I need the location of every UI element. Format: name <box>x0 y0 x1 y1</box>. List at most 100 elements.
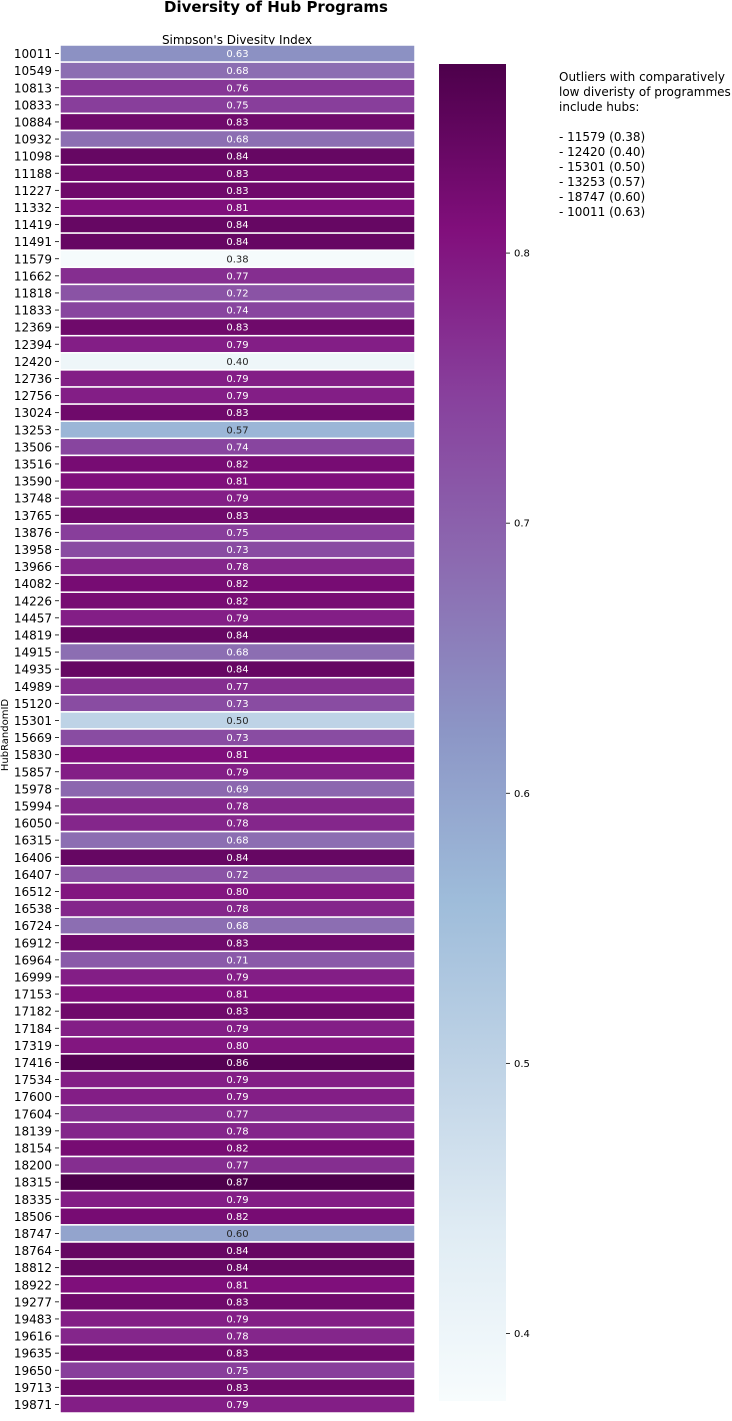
y-tick-label: 16724 <box>14 919 52 933</box>
y-tick-label: 13958 <box>14 543 52 557</box>
y-tick-label: 15830 <box>14 748 52 762</box>
y-tick-label: 15669 <box>14 731 52 745</box>
cell-value-label: 0.84 <box>226 665 248 676</box>
cell-value-label: 0.79 <box>226 494 248 505</box>
y-tick-label: 14226 <box>14 594 52 608</box>
cell-value-label: 0.81 <box>226 477 248 488</box>
cell-value-label: 0.69 <box>226 784 248 795</box>
y-tick-label: 18922 <box>14 1278 52 1292</box>
y-tick-label: 11188 <box>14 167 52 181</box>
y-tick-label: 19277 <box>14 1295 52 1309</box>
colorbar-tick-label: 0.5 <box>514 1059 530 1070</box>
cell-value-label: 0.72 <box>226 288 248 299</box>
cell-value-label: 0.75 <box>226 100 248 111</box>
cell-value-label: 0.79 <box>226 613 248 624</box>
cell-value-label: 0.83 <box>226 1349 248 1360</box>
cell-value-label: 0.87 <box>226 1178 248 1189</box>
cell-value-label: 0.71 <box>226 955 248 966</box>
y-tick-label: 14915 <box>14 646 52 660</box>
cell-value-label: 0.83 <box>226 1383 248 1394</box>
y-tick-label: 12420 <box>14 355 52 369</box>
y-tick-label: 19635 <box>14 1347 52 1361</box>
y-tick-label: 10813 <box>14 81 52 95</box>
cell-value-label: 0.75 <box>226 1366 248 1377</box>
y-tick-label: 11579 <box>14 252 52 266</box>
cell-value-label: 0.81 <box>226 203 248 214</box>
cell-value-label: 0.78 <box>226 1126 248 1137</box>
cell-value-label: 0.72 <box>226 870 248 881</box>
y-tick-label: 17416 <box>14 1056 52 1070</box>
cell-value-label: 0.84 <box>226 237 248 248</box>
y-tick-label: 16050 <box>14 817 52 831</box>
y-tick-label: 14082 <box>14 577 52 591</box>
y-tick-label: 15978 <box>14 782 52 796</box>
cell-value-label: 0.74 <box>226 442 248 453</box>
y-tick-label: 16912 <box>14 936 52 950</box>
y-tick-label: 13506 <box>14 440 52 454</box>
cell-value-label: 0.79 <box>226 1195 248 1206</box>
cell-value-label: 0.68 <box>226 836 248 847</box>
cell-value-label: 0.84 <box>226 152 248 163</box>
y-tick-labels: 10011 10549 10813 10833 10884 10932 11098 11188… <box>14 47 59 1412</box>
cell-value-label: 0.83 <box>226 511 248 522</box>
cell-value-label: 0.38 <box>226 254 248 265</box>
cell-value-label: 0.79 <box>226 340 248 351</box>
y-tick-label: 13590 <box>14 475 52 489</box>
cell-value-label: 0.77 <box>226 1109 248 1120</box>
y-tick-label: 18200 <box>14 1159 52 1173</box>
cell-value-label: 0.81 <box>226 750 248 761</box>
cell-value-label: 0.81 <box>226 990 248 1001</box>
y-tick-label: 15120 <box>14 697 52 711</box>
cell-value-label: 0.83 <box>226 117 248 128</box>
cell-value-label: 0.81 <box>226 1280 248 1291</box>
cell-value-label: 0.79 <box>226 1024 248 1035</box>
y-tick-label: 14989 <box>14 680 52 694</box>
y-tick-label: 18139 <box>14 1124 52 1138</box>
heatmap-cells: 0.63 0.68 0.76 0.75 0.83 0.68 0.84 0.83 0.83 0.81… <box>59 44 416 1414</box>
cell-value-label: 0.78 <box>226 562 248 573</box>
cell-value-label: 0.50 <box>226 716 248 727</box>
cell-value-label: 0.83 <box>226 408 248 419</box>
cell-value-label: 0.79 <box>226 1075 248 1086</box>
y-tick-label: 13876 <box>14 526 52 540</box>
colorbar-ticks: 0.4 0.5 0.6 0.7 0.8 <box>506 249 530 1340</box>
y-tick-label: 16512 <box>14 885 52 899</box>
y-tick-label: 17534 <box>14 1073 52 1087</box>
y-tick-label: 17153 <box>14 988 52 1002</box>
cell-value-label: 0.57 <box>226 425 248 436</box>
colorbar-tick-label: 0.4 <box>514 1329 530 1340</box>
y-tick-label: 16315 <box>14 834 52 848</box>
colorbar-tick-label: 0.8 <box>514 249 530 260</box>
y-tick-label: 18506 <box>14 1210 52 1224</box>
colorbar <box>439 64 506 1401</box>
colorbar-tick-label: 0.7 <box>514 519 530 530</box>
y-tick-label: 15857 <box>14 765 52 779</box>
cell-value-label: 0.78 <box>226 1332 248 1343</box>
y-tick-label: 11833 <box>14 304 52 318</box>
y-tick-label: 18764 <box>14 1244 52 1258</box>
y-tick-label: 14935 <box>14 663 52 677</box>
y-tick-label: 16538 <box>14 902 52 916</box>
y-tick-label: 10833 <box>14 98 52 112</box>
cell-value-label: 0.68 <box>226 66 248 77</box>
cell-value-label: 0.79 <box>226 374 248 385</box>
cell-value-label: 0.74 <box>226 306 248 317</box>
y-tick-label: 11332 <box>14 201 52 215</box>
cell-value-label: 0.75 <box>226 528 248 539</box>
cell-value-label: 0.76 <box>226 83 248 94</box>
cell-value-label: 0.82 <box>226 579 248 590</box>
y-tick-label: 18154 <box>14 1141 52 1155</box>
cell-value-label: 0.77 <box>226 682 248 693</box>
heatmap-cell-19871 <box>59 1395 416 1414</box>
y-tick-label: 13253 <box>14 423 52 437</box>
y-tick-label: 13966 <box>14 560 52 574</box>
cell-value-label: 0.68 <box>226 648 248 659</box>
y-tick-label: 16406 <box>14 851 52 865</box>
y-tick-label: 17184 <box>14 1022 52 1036</box>
cell-value-label: 0.80 <box>226 1041 248 1052</box>
y-tick-label: 17319 <box>14 1039 52 1053</box>
cell-value-label: 0.40 <box>226 357 248 368</box>
y-tick-label: 13516 <box>14 457 52 471</box>
y-tick-label: 14819 <box>14 628 52 642</box>
cell-value-label: 0.78 <box>226 904 248 915</box>
